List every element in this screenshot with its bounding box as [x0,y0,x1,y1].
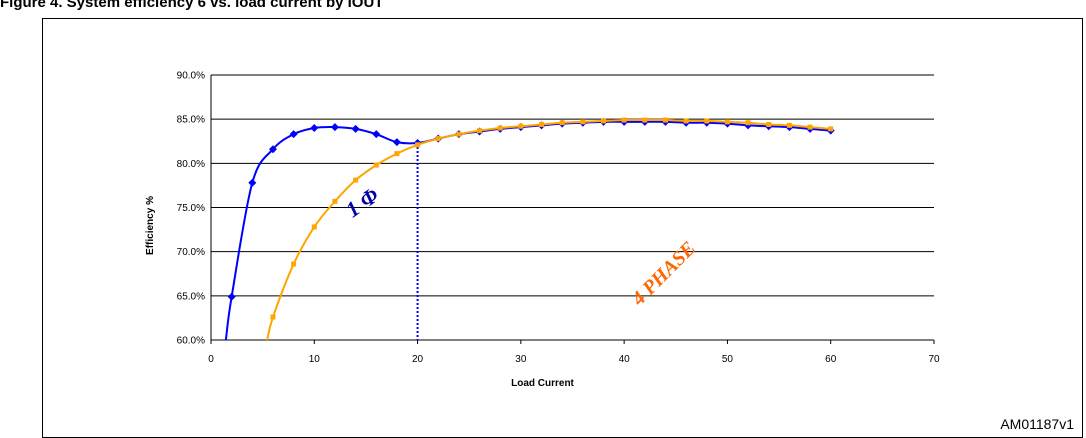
data-point [291,261,297,267]
data-point [373,162,379,168]
annotation-4-phase: 4 PHASE [627,237,700,310]
x-tick-label: 30 [515,354,527,365]
data-point [580,119,586,125]
data-point [724,119,730,125]
data-point [662,117,668,123]
data-point [745,120,751,126]
grid-lines [211,74,934,297]
x-tick-label: 10 [309,354,321,365]
data-point [828,126,834,132]
data-point [600,118,606,124]
data-point [270,314,276,320]
data-point [353,177,359,183]
y-tick-label: 65.0% [177,291,205,302]
chart-axes [210,75,935,344]
efficiency-chart: 60.0% 65.0% 70.0% 75.0% 80.0% 85.0% 90.0% 0 10 20… [145,71,940,390]
y-axis-title: Efficiency % [145,196,156,255]
data-point [289,130,298,139]
data-point [415,142,421,148]
x-tick-label: 60 [825,354,837,365]
data-point [539,121,545,127]
series-group [224,117,835,341]
data-point [330,123,339,132]
x-tick-label: 0 [208,354,214,365]
data-point [332,198,338,204]
series-line-1 [224,120,831,341]
data-point [786,122,792,128]
data-point [683,118,689,124]
data-point [456,131,462,137]
data-point [392,138,401,147]
y-tick-label: 90.0% [177,71,205,82]
data-point [559,120,565,126]
series-2 [266,117,834,341]
data-point [807,124,813,130]
data-point [394,151,400,157]
x-tick-label: 20 [412,354,424,365]
data-point [518,123,524,129]
data-point [351,124,360,133]
data-point [497,125,503,131]
data-point [704,118,710,124]
figure-title: Figure 4. System efficiency 6 vs. load c… [0,0,384,11]
y-tick-label: 85.0% [177,115,205,126]
x-tick-label: 70 [928,354,940,365]
figure-id-label: AM01187v1 [1000,416,1074,432]
series-1 [224,117,835,341]
x-tick-label: 40 [619,354,631,365]
data-point [227,292,236,301]
data-point [477,128,483,134]
y-tick-label: 70.0% [177,247,205,258]
data-point [766,121,772,127]
data-point [268,145,277,154]
tick-labels: 60.0% 65.0% 70.0% 75.0% 80.0% 85.0% 90.0% 0 10 20… [177,71,940,366]
x-axis-title: Load Current [511,378,574,389]
y-tick-label: 75.0% [177,203,205,214]
data-point [372,130,381,139]
series-line-2 [266,118,831,341]
x-tick-label: 50 [722,354,734,365]
data-point [311,224,317,230]
data-point [642,117,648,123]
data-point [621,117,627,123]
data-point [310,124,319,132]
y-tick-label: 80.0% [177,159,205,170]
data-point [248,178,257,187]
y-tick-label: 60.0% [177,336,205,347]
data-point [435,136,441,142]
